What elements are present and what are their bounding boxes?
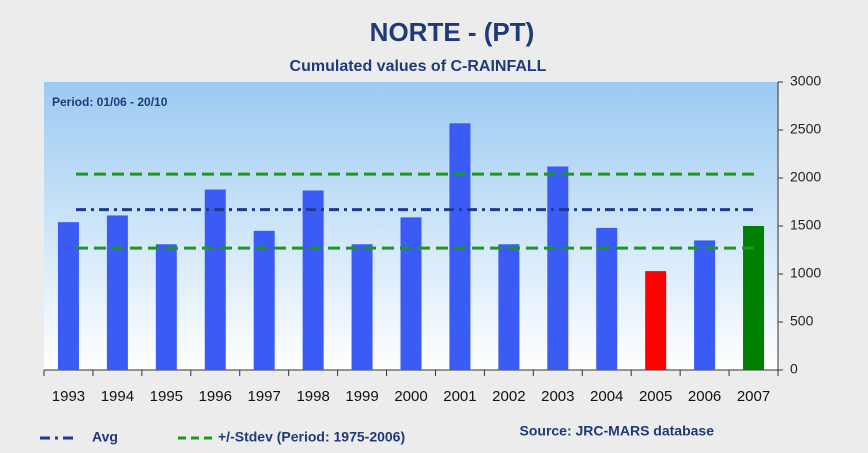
x-tick-label: 1999 [345,388,378,405]
y-tick-label: 1500 [790,217,821,233]
x-tick-label: 2003 [541,388,574,405]
x-tick-label: 1997 [248,388,281,405]
y-tick-label: 2500 [790,121,821,137]
bar [645,271,667,370]
x-tick-label: 1995 [150,388,183,405]
bar [498,244,520,370]
x-tick-label: 1993 [52,388,85,405]
x-tick-label: 2002 [492,388,525,405]
bar [57,222,79,370]
y-tick-label: 0 [790,361,798,377]
x-tick-label: 2007 [737,388,770,405]
legend-label: +/-Stdev (Period: 1975-2006) [218,429,405,445]
legend-label: Avg [92,429,118,445]
bar [694,240,716,370]
bar [253,230,275,370]
source: Source: JRC-MARS database [520,423,715,439]
x-tick-label: 2000 [394,388,427,405]
y-tick-label: 2000 [790,169,821,185]
bar [400,217,422,370]
y-tick-label: 1000 [790,265,821,281]
bar [547,166,569,370]
x-tick-label: 1994 [101,388,134,405]
x-tick-label: 2004 [590,388,623,405]
bar [204,189,226,370]
bar [155,244,177,370]
chart-title: NORTE - (PT) [370,17,535,47]
x-tick-label: 2001 [443,388,476,405]
x-tick-label: 1996 [199,388,232,405]
x-tick-label: 2006 [688,388,721,405]
bar [351,244,373,370]
x-tick-label: 1998 [296,388,329,405]
annotation: Period: 01/06 - 20/10 [52,95,168,109]
y-tick-label: 500 [790,313,814,329]
bar [302,190,324,370]
bar [596,227,618,370]
x-tick-label: 2005 [639,388,672,405]
chart-subtitle: Cumulated values of C-RAINFALL [290,58,547,75]
bar [106,215,128,370]
bar [743,226,765,370]
y-tick-label: 3000 [790,73,821,89]
